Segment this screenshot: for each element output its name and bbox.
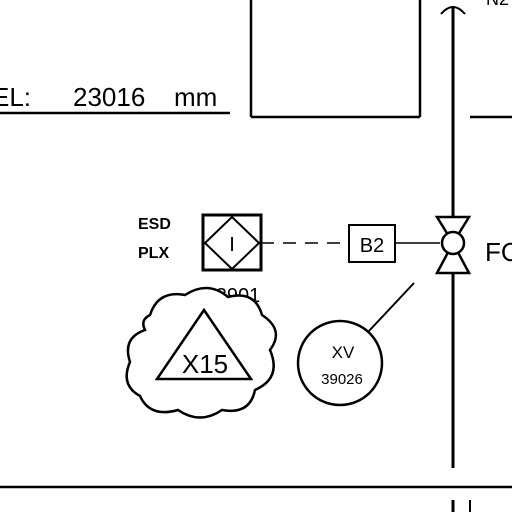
control-valve[interactable]	[434, 215, 472, 275]
interlock-symbol-letter: I	[229, 234, 235, 256]
valve-tag-leader	[367, 282, 415, 333]
valve-body-bottom-icon	[434, 240, 472, 275]
top-right-label: N2	[486, 0, 509, 9]
elevation-value: 23016	[73, 82, 145, 112]
revision-label: X15	[182, 349, 228, 379]
flow-arrow-icon	[440, 6, 466, 15]
elevation-unit: mm	[174, 82, 217, 112]
valve-tag-type: XV	[332, 343, 355, 362]
revision-cloud[interactable]: X15	[125, 286, 278, 419]
revision-triangle-icon	[154, 307, 254, 381]
valve-body-top-icon	[434, 215, 472, 246]
interlock-symbol[interactable]: I	[201, 213, 263, 272]
valve-actuator-icon	[440, 230, 466, 256]
valve-tag-circle	[296, 319, 384, 407]
block-b2[interactable]: B2	[348, 224, 396, 263]
block-b2-label: B2	[360, 235, 384, 257]
interlock-system-line2: PLX	[138, 245, 169, 262]
valve-tag-bubble[interactable]: XV 39026	[296, 319, 384, 407]
elevation-prefix: EL:	[0, 82, 31, 112]
interlock-diamond	[203, 215, 261, 271]
valve-side-label: FC	[485, 237, 512, 267]
valve-tag-number: 39026	[321, 371, 363, 388]
interlock-system-line1: ESD	[138, 216, 171, 233]
